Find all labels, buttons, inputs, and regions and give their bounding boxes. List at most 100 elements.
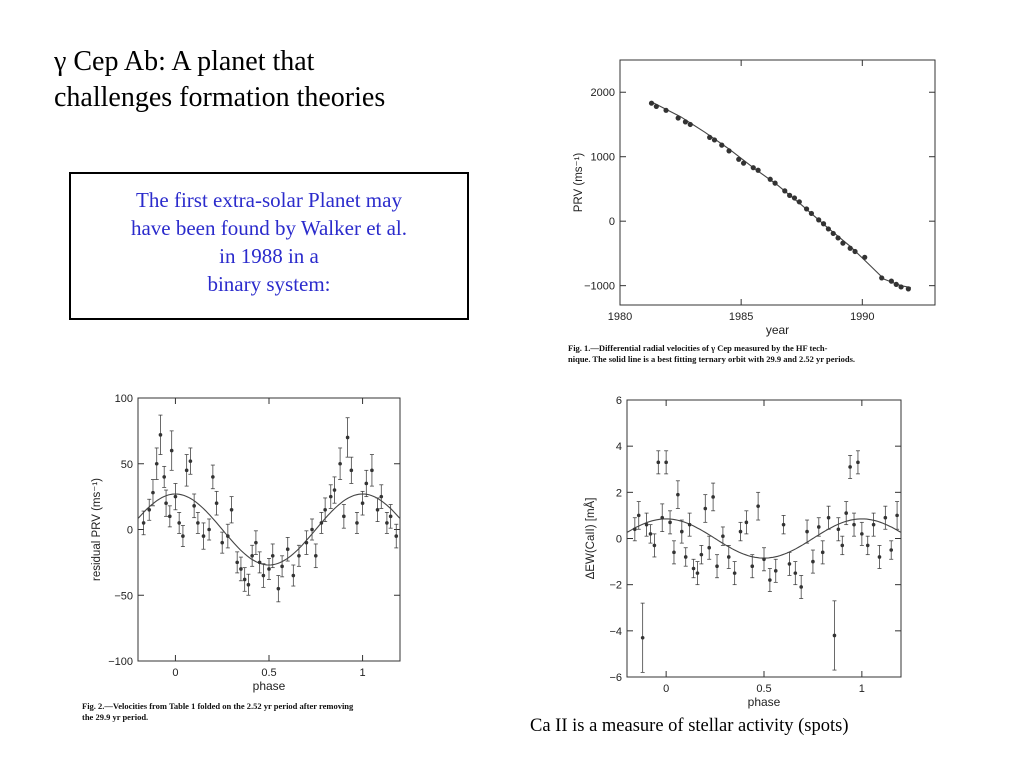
data-point [211, 475, 215, 479]
data-point [877, 555, 882, 559]
data-point [848, 465, 852, 469]
data-point [832, 633, 837, 638]
data-point [644, 522, 649, 527]
data-point [676, 492, 680, 497]
data-point [328, 494, 333, 499]
data-point [162, 475, 166, 479]
data-point [852, 248, 858, 255]
data-point [660, 515, 665, 520]
data-point [826, 515, 831, 520]
info-box-line-3: in 1988 in a [219, 244, 319, 268]
data-point [355, 521, 359, 525]
info-box-line-4: binary system: [207, 272, 331, 296]
data-point [707, 545, 711, 550]
data-point [744, 520, 749, 525]
figure-2-caption-line-2: the 29.9 yr period. [82, 712, 149, 722]
data-point [879, 275, 885, 281]
data-point [394, 534, 399, 538]
data-point [787, 562, 792, 566]
plot-frame [626, 399, 902, 678]
data-point [261, 573, 266, 578]
data-point [711, 495, 715, 499]
data-point [196, 521, 200, 525]
data-point [695, 571, 700, 575]
y-tick-label: 0 [127, 525, 133, 537]
data-point [668, 520, 672, 525]
x-tick-label: 1990 [850, 311, 874, 323]
data-point [852, 522, 856, 527]
figure-2-residual-plot: 0 0.5 1 −100 −50 0 50 100 phase residual PRV (ms⁻… [80, 385, 415, 700]
data-point [388, 514, 393, 519]
data-point [719, 142, 725, 148]
y-tick-label: −1000 [584, 281, 615, 293]
data-point [680, 529, 684, 534]
data-point [338, 461, 342, 466]
y-tick-label: 4 [616, 441, 622, 453]
data-point [860, 532, 864, 536]
data-point [173, 494, 178, 499]
data-point [865, 543, 870, 548]
data-point [201, 534, 206, 538]
info-box: The first extra-solar Planet may have be… [69, 172, 469, 320]
x-tick-label: 1 [360, 667, 366, 679]
data-point [648, 532, 653, 536]
fit-curve [137, 493, 401, 566]
data-point [847, 245, 853, 251]
y-tick-label: 1000 [591, 152, 615, 164]
ca-ii-caption: Ca II is a measure of stellar activity (… [530, 716, 849, 736]
data-point [715, 564, 719, 568]
data-point [220, 540, 225, 545]
data-point [364, 481, 369, 486]
data-point [808, 210, 815, 217]
fig1-svg: 1980 1985 1990 −1000 0 1000 2000 year PRV (ms⁻¹) [573, 59, 936, 337]
slide-title-line-2: challenges formation theories [54, 82, 386, 113]
data-point [711, 137, 718, 143]
y-tick-label: −6 [609, 672, 622, 684]
data-point [871, 522, 876, 527]
fit-curve [651, 101, 911, 289]
figure-1-caption: Fig. 1.—Differential radial velocities o… [568, 343, 928, 365]
data-point [820, 221, 827, 227]
data-point [682, 119, 689, 125]
data-point [285, 547, 290, 552]
data-point [703, 506, 708, 511]
figure-1-radial-velocity-plot: 1980 1985 1990 −1000 0 1000 2000 year PRV (ms⁻¹) [560, 40, 940, 340]
figure-3-ca-ii-plot: 0 0.5 1 −6 −4 −2 0 2 4 6 phase ΔEW(CaII) [mÅ] [565, 385, 910, 710]
y-tick-label: −4 [609, 626, 622, 638]
data-point [656, 460, 661, 465]
data-point [782, 188, 788, 194]
info-box-line-2: have been found by Walker et al. [130, 216, 408, 240]
y-axis-label: PRV (ms⁻¹) [573, 153, 585, 213]
data-point [332, 488, 337, 492]
data-point [291, 573, 296, 578]
data-point [323, 507, 327, 512]
x-axis-label: phase [253, 679, 286, 693]
data-point [811, 559, 815, 564]
data-point [755, 167, 761, 173]
data-point [214, 501, 219, 505]
data-point [773, 569, 778, 573]
data-point [796, 199, 802, 205]
data-point [242, 577, 247, 582]
y-tick-label: 6 [616, 395, 622, 407]
y-tick-label: −2 [609, 580, 622, 592]
data-point [257, 560, 262, 565]
data-point [226, 534, 230, 538]
y-axis-label: ΔEW(CaII) [mÅ] [584, 498, 597, 580]
data-point [345, 435, 350, 440]
data-point [151, 490, 155, 495]
data-point [816, 217, 822, 223]
data-point [836, 527, 841, 532]
y-axis-label: residual PRV (ms⁻¹) [91, 478, 103, 581]
data-point [184, 468, 189, 473]
x-tick-label: 0.5 [261, 667, 276, 679]
x-tick-label: 0 [663, 683, 669, 695]
data-point [772, 180, 778, 186]
data-point [370, 468, 374, 473]
data-point [817, 525, 821, 529]
data-point [207, 527, 211, 532]
data-point [768, 578, 772, 582]
data-point [791, 195, 798, 201]
data-point [889, 548, 894, 552]
y-tick-label: −50 [114, 590, 133, 602]
